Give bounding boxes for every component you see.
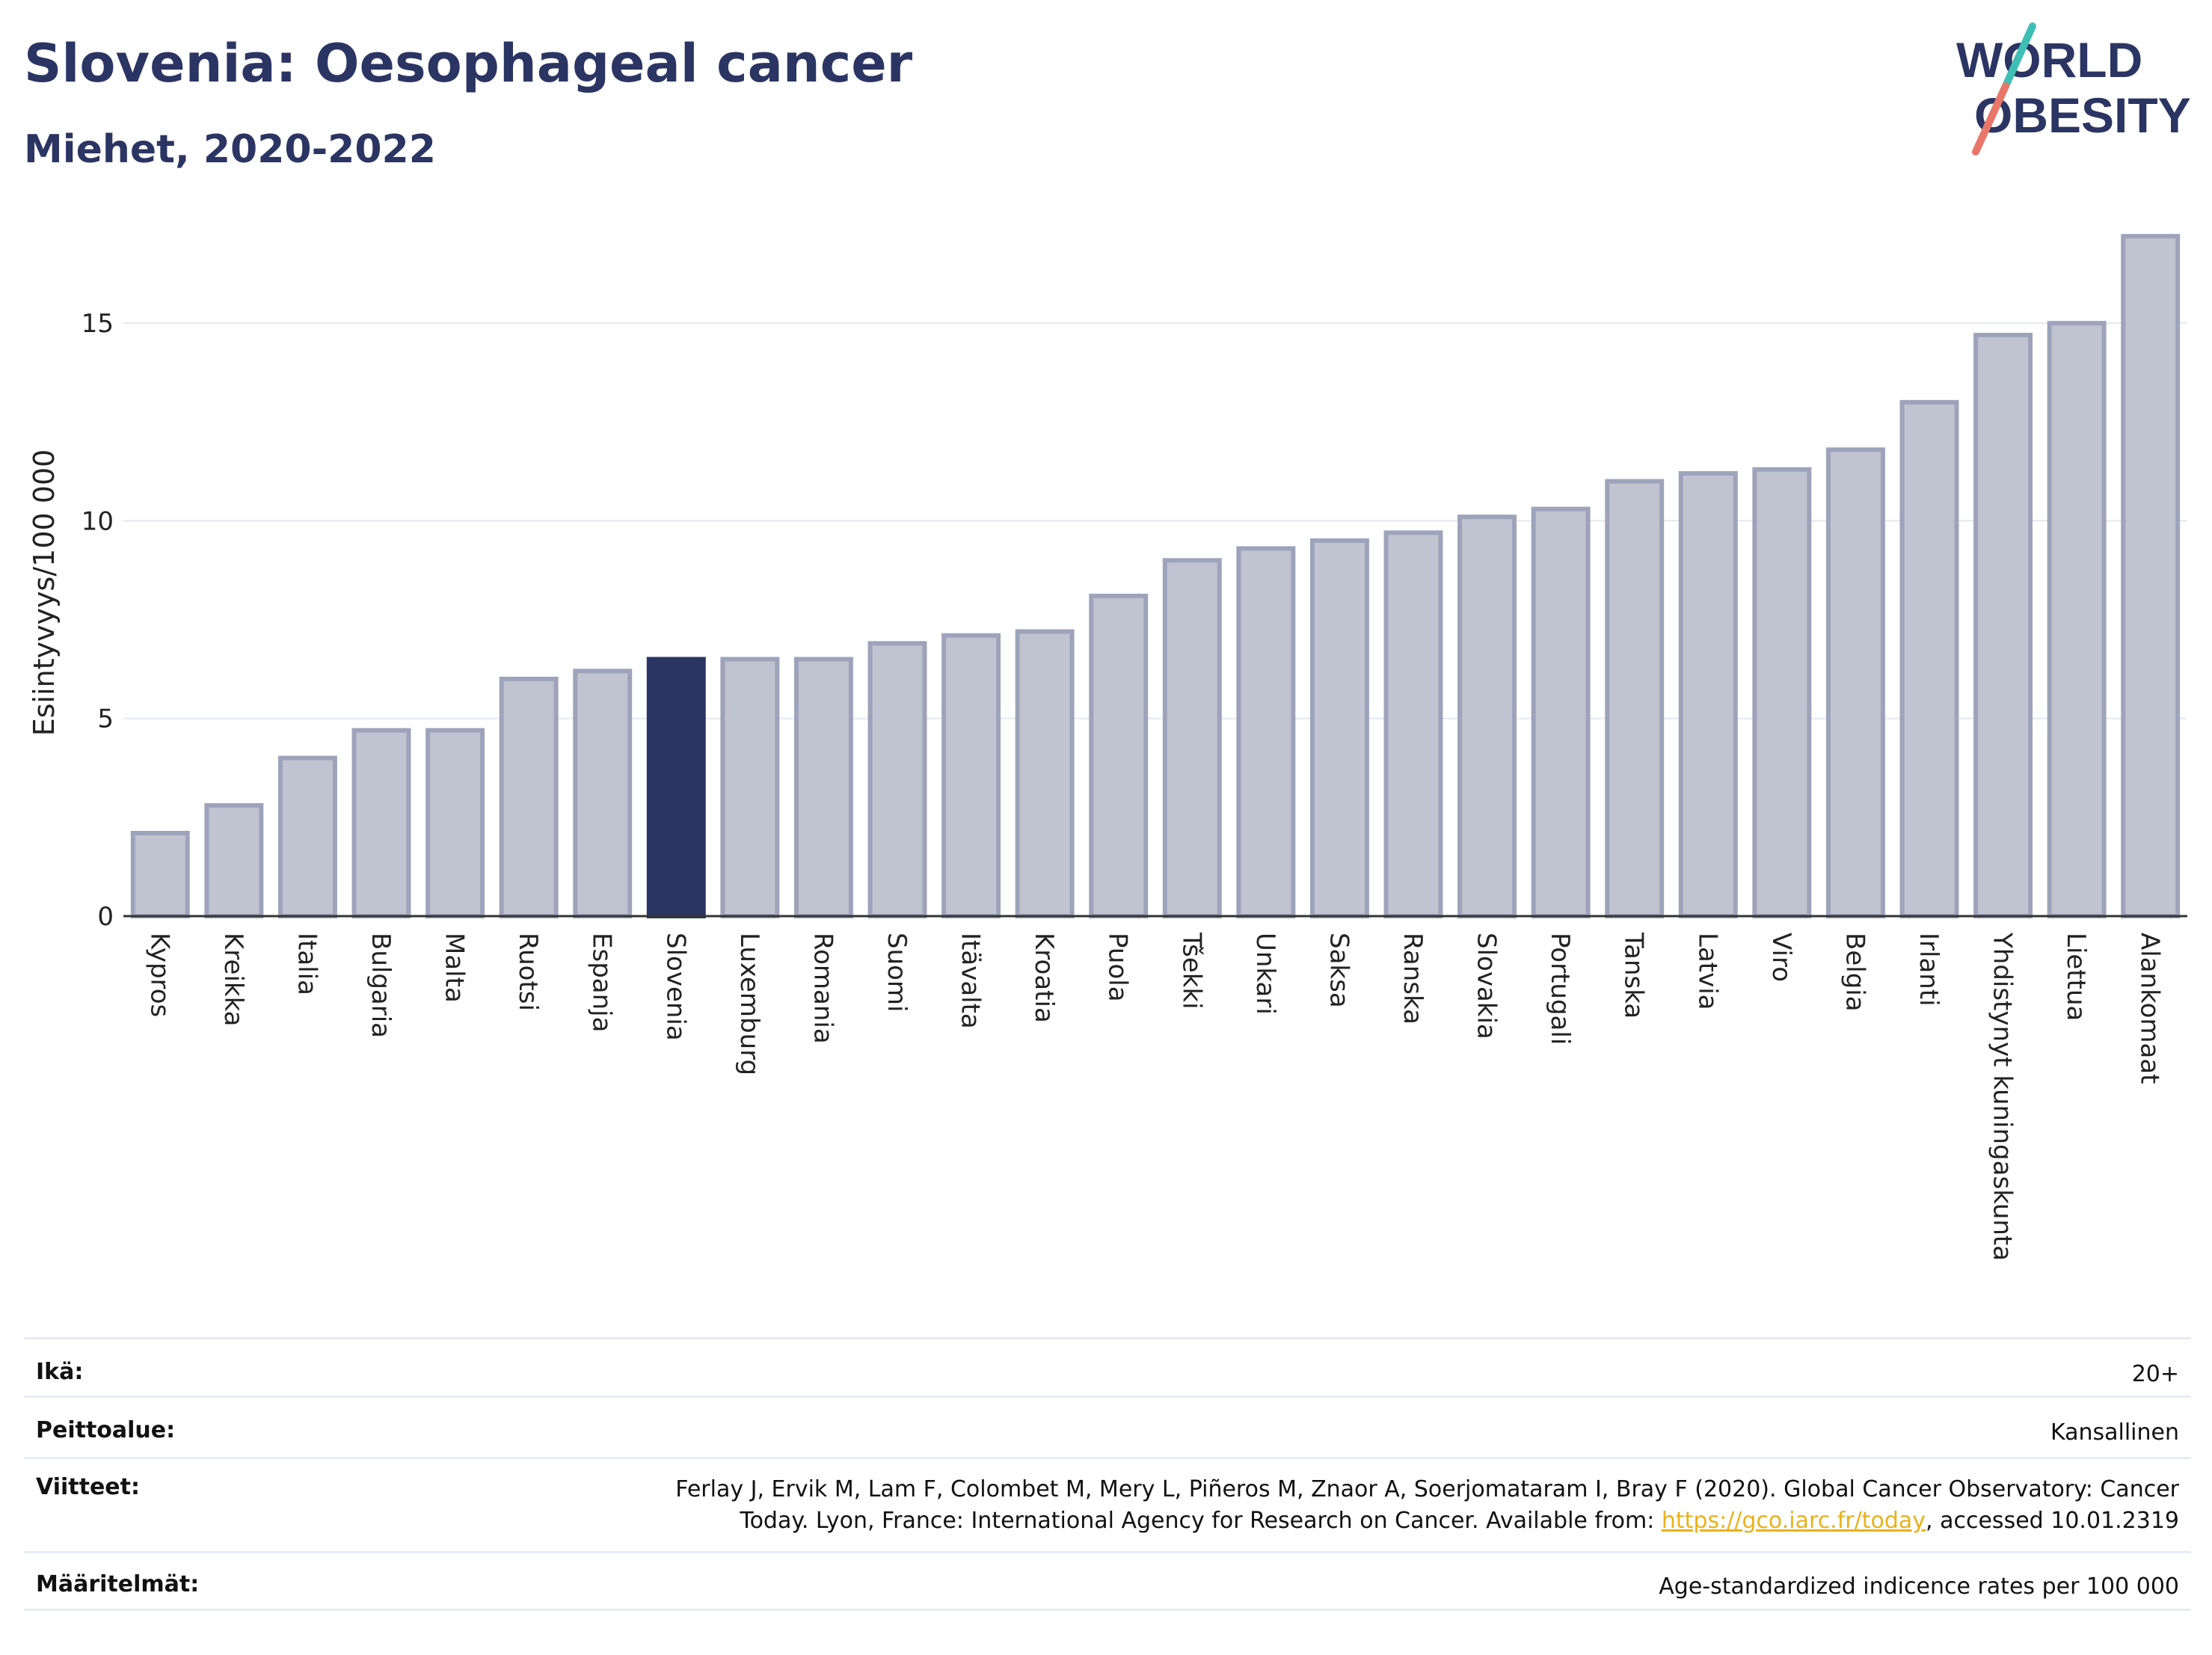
x-tick-label: Kypros xyxy=(144,933,174,1017)
x-tick-label: Luxemburg xyxy=(734,933,764,1075)
bar-kroatia xyxy=(1015,629,1075,919)
bar-kypros xyxy=(130,831,190,918)
x-tick-label: Irlanti xyxy=(1914,933,1944,1007)
x-tick-label: Tšekki xyxy=(1176,932,1206,1010)
logo-slash-coral xyxy=(1972,82,2009,156)
y-axis-title: Esiintyvyys/100 000 xyxy=(28,449,61,737)
coverage-value: Kansallinen xyxy=(2050,1419,2179,1446)
logo-line-1: WORLD xyxy=(1956,32,2142,87)
bar-romania xyxy=(793,657,853,919)
bar-tanska xyxy=(1605,479,1665,918)
bar-yhdistynyt-kuningaskunta xyxy=(1973,333,2033,918)
bar-malta xyxy=(425,728,485,918)
bar-chart: 0 5 10 15 Esiintyvyys/100 000 Kypros Kreikka It… xyxy=(28,233,2187,1261)
x-tick-label: Suomi xyxy=(882,933,912,1013)
bar-tšekki xyxy=(1162,558,1222,918)
definitions-value: Age-standardized indicence rates per 100… xyxy=(1659,1573,2179,1600)
x-tick-label: Viro xyxy=(1766,933,1796,982)
bar-ruotsi xyxy=(499,676,559,918)
x-tick-label: Puola xyxy=(1103,933,1133,1002)
logo-line-2: OBESITY xyxy=(1974,87,2191,143)
references-link[interactable]: https://gco.iarc.fr/today xyxy=(1661,1508,1926,1534)
chart-subtitle: Miehet, 2020-2022 xyxy=(24,127,436,172)
x-tick-label: Kroatia xyxy=(1029,933,1059,1023)
x-tick-label: Itävalta xyxy=(956,933,986,1029)
bar-kreikka xyxy=(204,803,264,918)
bar-irlanti xyxy=(1899,399,1959,918)
bar-italia xyxy=(277,755,337,918)
bar-bulgaria xyxy=(351,728,411,918)
bar-viro xyxy=(1752,467,1812,918)
bar-portugali xyxy=(1531,506,1591,918)
bar-suomi xyxy=(867,641,927,918)
world-obesity-logo: WORLD OBESITY xyxy=(1956,22,2191,156)
bar-itävalta xyxy=(941,633,1001,918)
x-tick-label: Latvia xyxy=(1692,933,1722,1010)
x-tick-label: Slovenia xyxy=(660,933,690,1041)
bar-luxemburg xyxy=(720,657,780,919)
references-line-1: Ferlay J, Ervik M, Lam F, Colombet M, Me… xyxy=(675,1476,2179,1502)
x-tick-label: Kreikka xyxy=(218,933,248,1027)
x-tick-label: Tanska xyxy=(1619,932,1649,1019)
coverage-label: Peittoalue: xyxy=(36,1417,176,1443)
references-line-2-end: , accessed 10.01.2319 xyxy=(1926,1508,2179,1534)
bar-slovakia xyxy=(1457,515,1517,918)
logo-slash-teal xyxy=(2002,22,2036,90)
x-tick-label: Ranska xyxy=(1398,933,1428,1025)
references-line-2: Today. Lyon, France: International Agenc… xyxy=(740,1508,1662,1534)
definitions-label: Määritelmät: xyxy=(36,1571,200,1597)
bar-liettua xyxy=(2047,321,2107,918)
x-tick-label: Bulgaria xyxy=(366,933,396,1038)
x-tick-label: Espanja xyxy=(587,933,617,1032)
references-value: Ferlay J, Ervik M, Lam F, Colombet M, Me… xyxy=(675,1474,2191,1537)
bar-slovenia xyxy=(646,657,706,919)
x-tick-label: Ruotsi xyxy=(513,933,543,1011)
x-tick-label: Yhdistynyt kuningaskunta xyxy=(1988,932,2018,1261)
x-tick-label: Slovakia xyxy=(1472,933,1502,1040)
x-tick-label: Alankomaat xyxy=(2135,933,2165,1084)
x-tick-label: Unkari xyxy=(1250,933,1280,1015)
x-tick-label: Portugali xyxy=(1545,933,1575,1045)
bar-alankomaat xyxy=(2121,233,2181,919)
x-tick-label: Malta xyxy=(440,933,470,1003)
bar-ranska xyxy=(1383,530,1443,918)
age-label: Ikä: xyxy=(36,1359,84,1385)
x-tick-label: Saksa xyxy=(1324,933,1354,1008)
x-tick-label: Liettua xyxy=(2061,933,2091,1021)
y-tick-label: 5 xyxy=(97,704,114,734)
bar-puola xyxy=(1089,593,1149,918)
meta-row-coverage: Peittoalue: Kansallinen xyxy=(24,1395,2191,1457)
bar-saksa xyxy=(1309,538,1369,918)
metadata-table: Ikä: 20+ Peittoalue: Kansallinen Viittee… xyxy=(24,1337,2191,1611)
bar-espanja xyxy=(573,669,633,918)
bar-unkari xyxy=(1236,546,1296,919)
meta-row-references: Viitteet: Ferlay J, Ervik M, Lam F, Colo… xyxy=(24,1457,2191,1551)
x-tick-label: Italia xyxy=(292,933,322,995)
references-label: Viitteet: xyxy=(36,1474,140,1500)
chart-title: Slovenia: Oesophageal cancer xyxy=(24,33,913,94)
meta-row-age: Ikä: 20+ xyxy=(24,1337,2191,1395)
bar-belgia xyxy=(1825,447,1885,918)
y-tick-label: 10 xyxy=(82,506,114,536)
age-value: 20+ xyxy=(2131,1361,2179,1387)
bar-latvia xyxy=(1678,471,1738,918)
meta-row-definitions: Määritelmät: Age-standardized indicence … xyxy=(24,1551,2191,1611)
y-tick-label: 15 xyxy=(82,309,114,339)
y-tick-label: 0 xyxy=(97,902,114,932)
x-tick-label: Belgia xyxy=(1840,933,1870,1012)
x-tick-label: Romania xyxy=(808,933,838,1044)
